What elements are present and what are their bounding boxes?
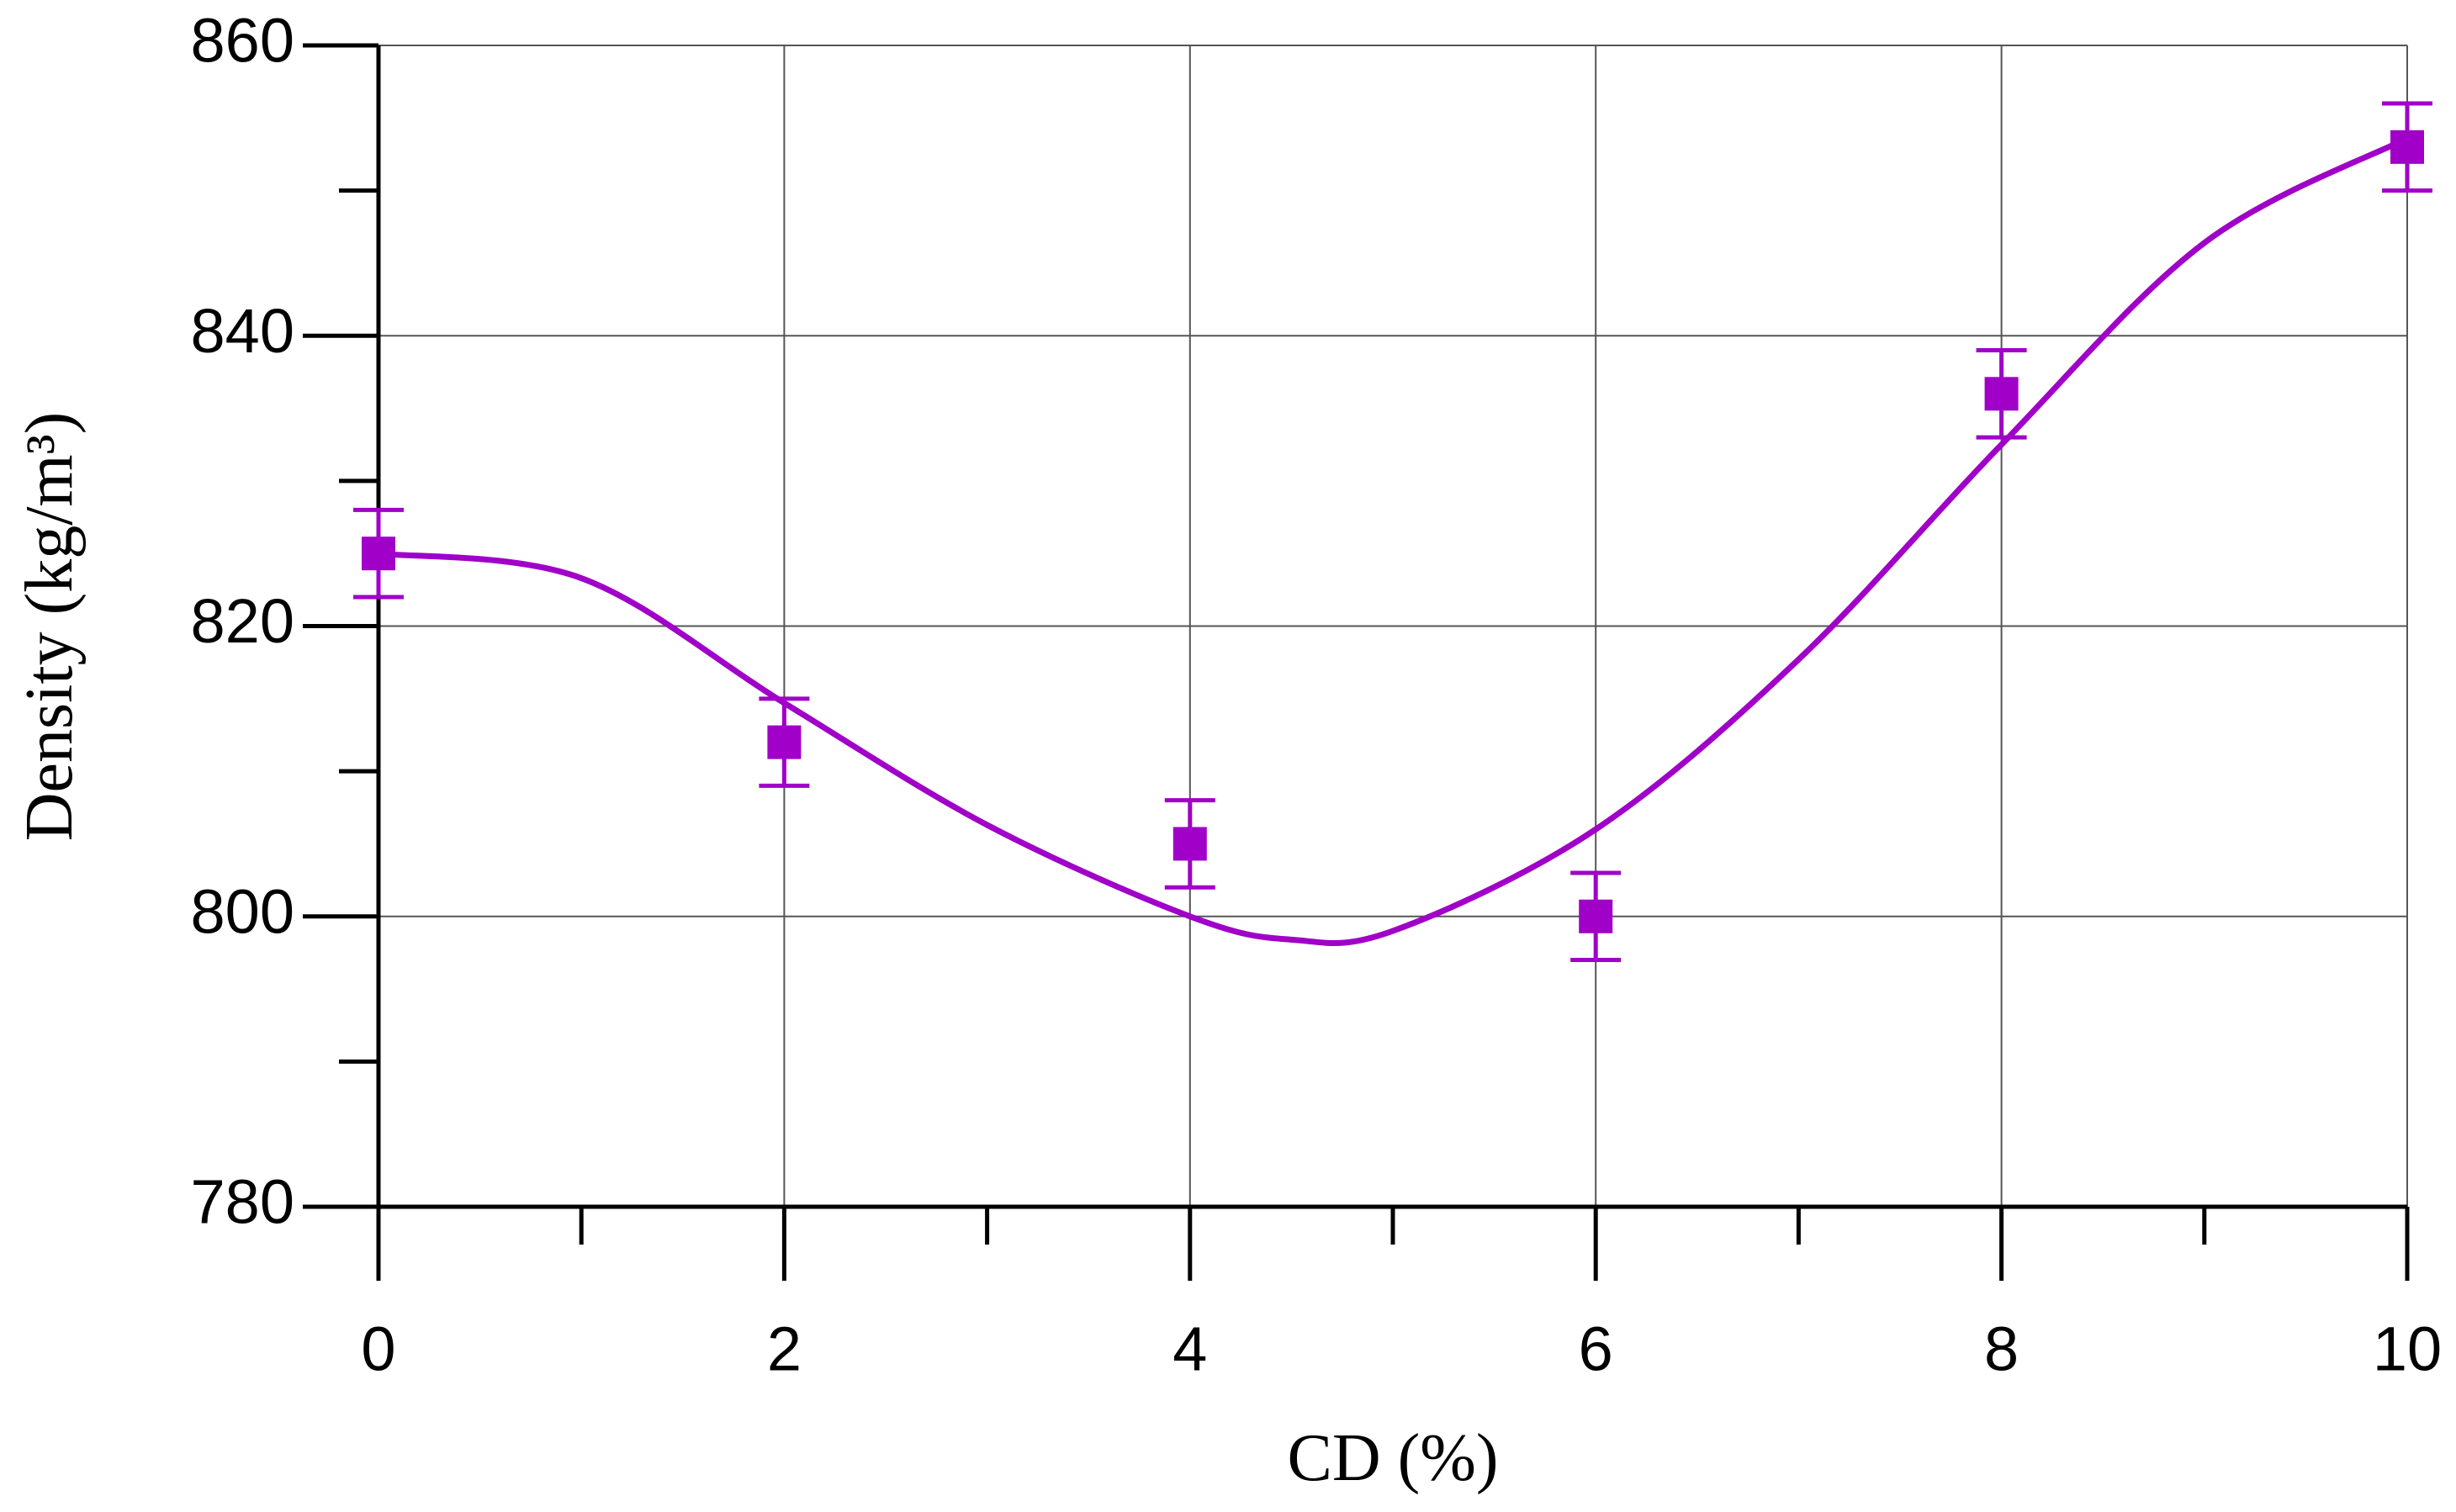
y-tick-label: 800 bbox=[191, 876, 294, 946]
point bbox=[767, 725, 802, 759]
point bbox=[1984, 377, 2019, 411]
x-axis-title: CD (%) bbox=[1287, 1421, 1498, 1495]
x-tick-label: 4 bbox=[1172, 1314, 1207, 1384]
x-tick-label: 10 bbox=[2373, 1314, 2442, 1384]
x-tick-label: 2 bbox=[767, 1314, 802, 1384]
y-tick-label: 820 bbox=[191, 586, 294, 656]
point bbox=[1579, 899, 1613, 933]
y-tick-label: 780 bbox=[191, 1167, 294, 1237]
x-tick-label: 0 bbox=[361, 1314, 395, 1384]
x-tick-label: 6 bbox=[1579, 1314, 1613, 1384]
y-axis-title: Density (kg/m³) bbox=[13, 412, 87, 842]
y-tick-label: 860 bbox=[191, 6, 294, 76]
fit-curve bbox=[378, 135, 2409, 946]
point bbox=[362, 537, 395, 571]
y-tick-label: 840 bbox=[191, 296, 294, 366]
point bbox=[1172, 827, 1207, 861]
x-tick-label: 8 bbox=[1984, 1314, 2019, 1384]
point bbox=[2390, 130, 2424, 164]
